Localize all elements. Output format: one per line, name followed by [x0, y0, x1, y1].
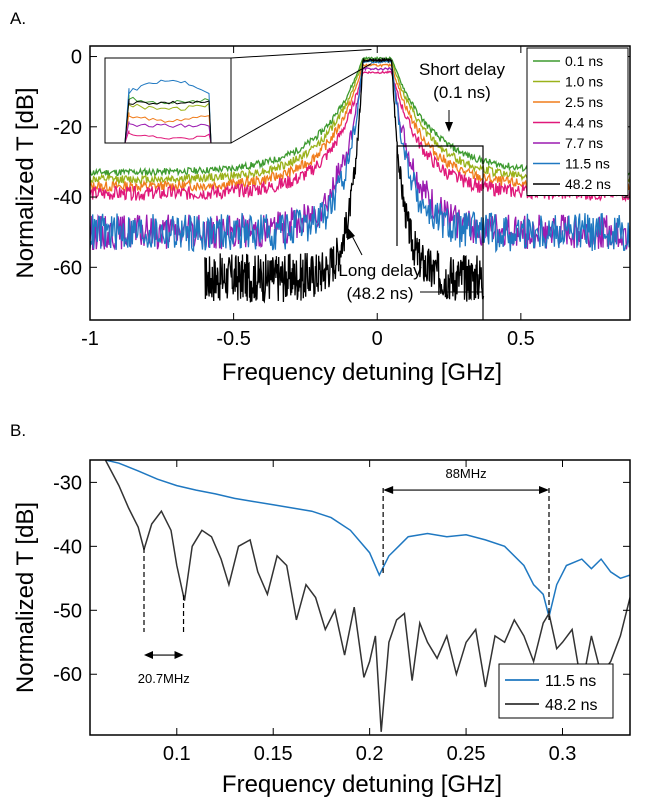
x-tick-label: 0.3 — [549, 743, 577, 765]
legend-label: 48.2 ns — [545, 697, 597, 714]
x-tick-label: -1 — [81, 328, 99, 350]
x-tick-label: -0.5 — [216, 328, 250, 350]
y-tick-label: -20 — [53, 117, 82, 139]
inset-frame — [104, 57, 232, 144]
panel-a: A. -1 -0.5 0 0.5 0 -20 -40 -60 Frequency detuning… — [10, 9, 631, 386]
x-axis-label: Frequency detuning [GHz] — [222, 771, 502, 798]
inset-series-3 — [124, 130, 212, 144]
legend-a: 0.1 ns 1.0 ns 2.5 ns 4.4 ns 7.7 ns 11.5 ns 48.… — [526, 47, 629, 196]
x-tick-label: 0.15 — [254, 743, 293, 765]
y-tick-label: 0 — [71, 47, 82, 69]
y-tick-label: -60 — [53, 664, 82, 686]
legend-b: 11.5 ns 48.2 ns — [498, 663, 614, 719]
y-axis-label: Normalized T [dB] — [12, 502, 39, 693]
annotation-20-7mhz: 20.7MHz — [138, 671, 190, 686]
annotation-short-delay: Short delay — [419, 60, 505, 79]
x-tick-label: 0.2 — [356, 743, 384, 765]
arrowhead-left — [383, 486, 394, 495]
legend-box — [498, 663, 614, 719]
inset-series-4 — [124, 121, 212, 144]
panel-label: B. — [10, 421, 26, 440]
zoom-region-box — [396, 145, 484, 320]
annotation-long-delay: Long delay — [338, 261, 422, 280]
series-line-11-5-ns — [105, 460, 630, 617]
inset-series-2 — [124, 112, 212, 144]
series-line-48-2-ns — [104, 460, 630, 732]
y-tick-label: -30 — [53, 472, 82, 494]
series-line-48-2-ns — [204, 57, 485, 304]
legend-label: 11.5 ns — [565, 156, 610, 172]
panel-label: A. — [10, 9, 26, 28]
arrowhead-right — [174, 651, 184, 660]
legend-label: 4.4 ns — [565, 115, 603, 131]
annotation-long-delay-value: (48.2 ns) — [346, 284, 413, 303]
x-tick-label: 0.1 — [163, 743, 191, 765]
legend-label: 7.7 ns — [565, 135, 603, 151]
legend-label: 1.0 ns — [565, 74, 603, 90]
series-line-11-5-ns — [90, 59, 630, 254]
inset-connector-top — [230, 49, 372, 59]
short-delay-arrowhead — [445, 122, 453, 132]
x-axis-label: Frequency detuning [GHz] — [222, 359, 502, 386]
plot-frame-a — [89, 45, 631, 321]
legend-label: 48.2 ns — [565, 176, 611, 192]
x-tick-label: 0 — [372, 328, 383, 350]
legend-label: 11.5 ns — [545, 673, 596, 690]
x-tick-label: 0.25 — [447, 743, 486, 765]
y-tick-label: -50 — [53, 600, 82, 622]
arrowhead-right — [539, 486, 549, 495]
annotation-short-delay-value: (0.1 ns) — [433, 83, 491, 102]
annotation-88mhz: 88MHz — [445, 466, 486, 481]
legend-label: 2.5 ns — [565, 94, 603, 110]
plot-area-b — [104, 460, 630, 732]
x-tick-label: 0.5 — [507, 328, 535, 350]
long-delay-arrowhead — [347, 228, 355, 240]
y-tick-label: -60 — [53, 257, 82, 279]
y-tick-label: -40 — [53, 536, 82, 558]
panel-b: B. 0.1 0.15 0.2 0.25 0.3 -30 -40 -50 -60 Frequency… — [10, 421, 631, 798]
inset-series-6 — [124, 98, 212, 144]
y-axis-label: Normalized T [dB] — [12, 87, 39, 278]
arrowhead-left — [144, 651, 153, 660]
plot-frame-b — [89, 459, 631, 736]
inset-series-1 — [124, 100, 212, 144]
y-tick-label: -40 — [53, 187, 82, 209]
inset-connector-bottom — [230, 63, 372, 144]
plot-area-a — [90, 55, 630, 304]
legend-label: 0.1 ns — [565, 53, 603, 69]
inset-series-5 — [124, 79, 212, 144]
